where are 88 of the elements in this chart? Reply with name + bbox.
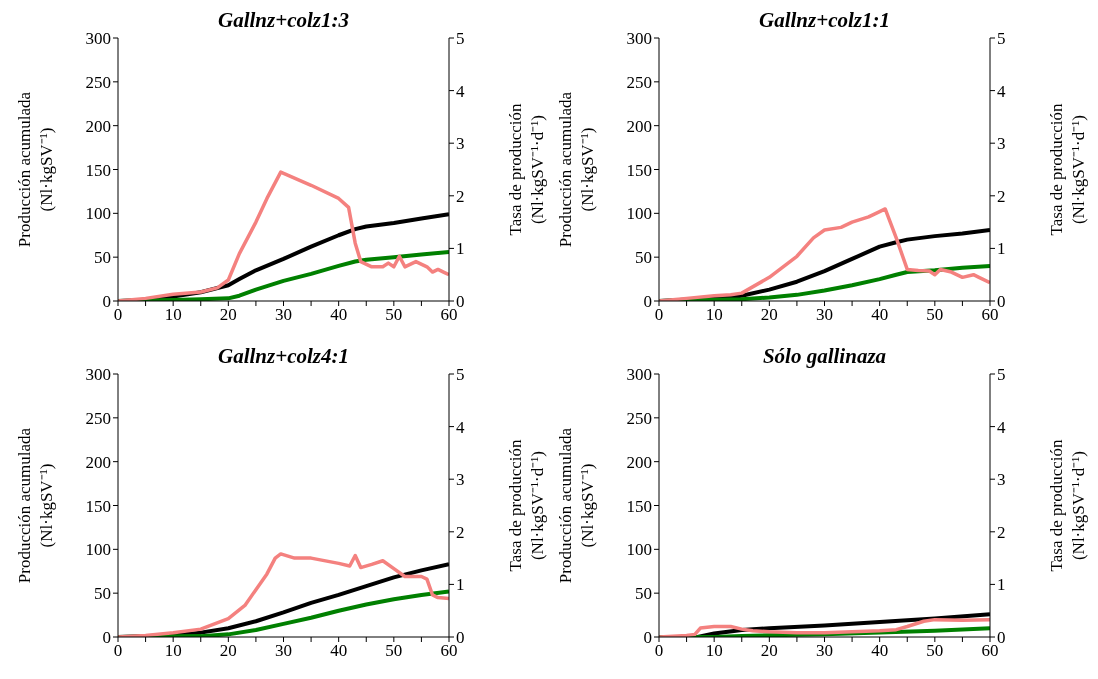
y-tick-label: 200 xyxy=(85,116,111,136)
x-tick-label: 20 xyxy=(760,641,778,661)
y-tick-label: 200 xyxy=(85,452,111,472)
y2-tick-label: 4 xyxy=(997,417,1006,437)
y2-tick-label: 0 xyxy=(997,292,1006,312)
y-tick-label: 150 xyxy=(85,160,111,180)
y2-tick-label: 1 xyxy=(997,239,1006,259)
chart-title: Gallnz+colz1:3 xyxy=(217,8,350,32)
y2-axis-title: Tasa de producción (Nl·kgSV⁻¹·d⁻¹) xyxy=(1047,439,1088,572)
y-tick-label: 300 xyxy=(626,29,652,49)
x-tick-label: 40 xyxy=(871,641,889,661)
y-axis-title: Producción acumulada (Nl·kgSV⁻¹) xyxy=(556,427,597,584)
y-tick-label: 100 xyxy=(626,204,652,224)
y-axis-title: Producción acumulada (Nl·kgSV⁻¹) xyxy=(15,91,56,248)
y-tick-label: 100 xyxy=(85,540,111,560)
y-tick-label: 50 xyxy=(94,584,111,604)
y-tick-label: 50 xyxy=(94,248,111,268)
x-tick-label: 60 xyxy=(981,305,999,325)
y-tick-label: 150 xyxy=(626,496,652,516)
x-tick-label: 20 xyxy=(219,305,237,325)
y2-tick-label: 1 xyxy=(997,575,1006,595)
chart-title: Gallnz+colz4:1 xyxy=(217,344,350,368)
y2-tick-label: 2 xyxy=(456,522,465,542)
y-tick-label: 300 xyxy=(85,365,111,385)
x-tick-label: 60 xyxy=(981,641,999,661)
y2-axis-title: Tasa de producción (Nl·kgSV⁻¹·d⁻¹) xyxy=(506,103,547,236)
x-tick-label: 30 xyxy=(275,305,292,325)
y-tick-label: 100 xyxy=(85,204,111,224)
y-tick-label: 100 xyxy=(626,540,652,560)
x-tick-label: 10 xyxy=(164,641,182,661)
chart-title: Sólo gallinaza xyxy=(761,344,888,368)
y-tick-label: 0 xyxy=(102,292,111,312)
x-tick-label: 30 xyxy=(816,305,833,325)
x-tick-label: 10 xyxy=(164,305,182,325)
x-tick-label: 10 xyxy=(705,641,723,661)
x-tick-label: 50 xyxy=(926,305,944,325)
y-axis-title: Producción acumulada (Nl·kgSV⁻¹) xyxy=(15,427,56,584)
y2-tick-label: 2 xyxy=(997,522,1006,542)
x-tick-label: 20 xyxy=(219,641,237,661)
y2-tick-label: 4 xyxy=(456,417,465,437)
y-tick-label: 200 xyxy=(626,116,652,136)
y-tick-label: 300 xyxy=(85,29,111,49)
y2-axis-title: Tasa de producción (Nl·kgSV⁻¹·d⁻¹) xyxy=(1047,103,1088,236)
x-tick-label: 30 xyxy=(275,641,292,661)
y2-tick-label: 5 xyxy=(997,365,1006,385)
y2-tick-label: 4 xyxy=(456,81,465,101)
y-tick-label: 150 xyxy=(626,160,652,180)
y2-tick-label: 4 xyxy=(997,81,1006,101)
x-tick-label: 40 xyxy=(330,305,348,325)
x-tick-label: 10 xyxy=(705,305,723,325)
y-tick-label: 150 xyxy=(85,496,111,516)
x-tick-label: 60 xyxy=(440,641,458,661)
y2-tick-label: 0 xyxy=(456,628,465,648)
y-tick-label: 0 xyxy=(102,628,111,648)
y2-tick-label: 3 xyxy=(456,470,465,490)
x-tick-label: 30 xyxy=(816,641,833,661)
y-tick-label: 0 xyxy=(643,292,652,312)
y2-tick-label: 5 xyxy=(456,29,465,49)
y2-tick-label: 5 xyxy=(997,29,1006,49)
y2-tick-label: 0 xyxy=(997,628,1006,648)
y2-tick-label: 3 xyxy=(997,134,1006,154)
y2-tick-label: 3 xyxy=(997,470,1006,490)
x-tick-label: 60 xyxy=(440,305,458,325)
y-tick-label: 0 xyxy=(643,628,652,648)
x-tick-label: 20 xyxy=(760,305,778,325)
x-tick-label: 40 xyxy=(330,641,348,661)
y2-tick-label: 5 xyxy=(456,365,465,385)
y-tick-label: 250 xyxy=(626,408,652,428)
y-tick-label: 300 xyxy=(626,365,652,385)
x-tick-label: 50 xyxy=(385,305,403,325)
y-tick-label: 50 xyxy=(635,584,652,604)
y-tick-label: 50 xyxy=(635,248,652,268)
y2-tick-label: 3 xyxy=(456,134,465,154)
y2-tick-label: 2 xyxy=(997,186,1006,206)
x-tick-label: 40 xyxy=(871,305,889,325)
y-tick-label: 250 xyxy=(626,72,652,92)
chart-title: Gallnz+colz1:1 xyxy=(758,8,891,32)
y2-tick-label: 0 xyxy=(456,292,465,312)
y2-tick-label: 1 xyxy=(456,239,465,259)
y-axis-title: Producción acumulada (Nl·kgSV⁻¹) xyxy=(556,91,597,248)
y-tick-label: 200 xyxy=(626,452,652,472)
x-tick-label: 50 xyxy=(385,641,403,661)
y-tick-label: 250 xyxy=(85,408,111,428)
y2-tick-label: 1 xyxy=(456,575,465,595)
y-tick-label: 250 xyxy=(85,72,111,92)
y2-axis-title: Tasa de producción (Nl·kgSV⁻¹·d⁻¹) xyxy=(506,439,547,572)
x-tick-label: 50 xyxy=(926,641,944,661)
y2-tick-label: 2 xyxy=(456,186,465,206)
